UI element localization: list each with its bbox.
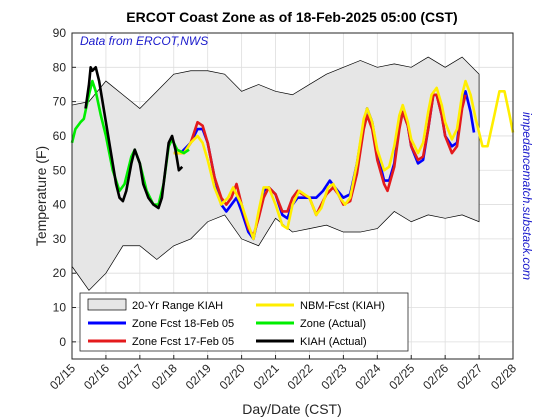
legend-label: Zone Fcst 17-Feb 05	[132, 336, 234, 348]
legend-label: 20-Yr Range KIAH	[132, 300, 223, 312]
legend-label: Zone Fcst 18-Feb 05	[132, 318, 234, 330]
y-tick-label: 50	[53, 163, 67, 177]
plot-border	[71, 32, 514, 360]
y-tick-label: 60	[53, 129, 67, 143]
series-line	[173, 79, 515, 241]
y-tick-label: 90	[53, 26, 67, 40]
y-tick-label: 40	[53, 198, 67, 212]
legend-label: KIAH (Actual)	[300, 336, 367, 348]
y-tick-label: 10	[53, 301, 67, 315]
legend-swatch	[87, 298, 127, 311]
series-line	[84, 66, 184, 210]
legend-box	[79, 292, 409, 352]
series-line	[173, 93, 467, 237]
y-tick-label: 20	[53, 266, 67, 280]
legend-label: NBM-Fcst (KIAH)	[300, 300, 385, 312]
source-note: Data from ERCOT,NWS	[80, 34, 208, 48]
y-tick-label: 70	[53, 95, 67, 109]
y-tick-label: 80	[53, 60, 67, 74]
chart-title: ERCOT Coast Zone as of 18-Feb-2025 05:00…	[126, 9, 457, 25]
watermark: impedancematch.substack.com	[520, 112, 534, 280]
plot-area	[70, 32, 515, 360]
y-tick-label: 0	[59, 335, 66, 349]
x-axis-label: Day/Date (CST)	[242, 401, 342, 417]
range-band	[71, 56, 480, 291]
y-tick-label: 30	[53, 232, 67, 246]
legend-label: Zone (Actual)	[300, 318, 366, 330]
y-axis-label: Temperature (F)	[33, 146, 49, 246]
legend: 20-Yr Range KIAH Zone Fcst 18-Feb 05 Zone …	[79, 292, 409, 352]
